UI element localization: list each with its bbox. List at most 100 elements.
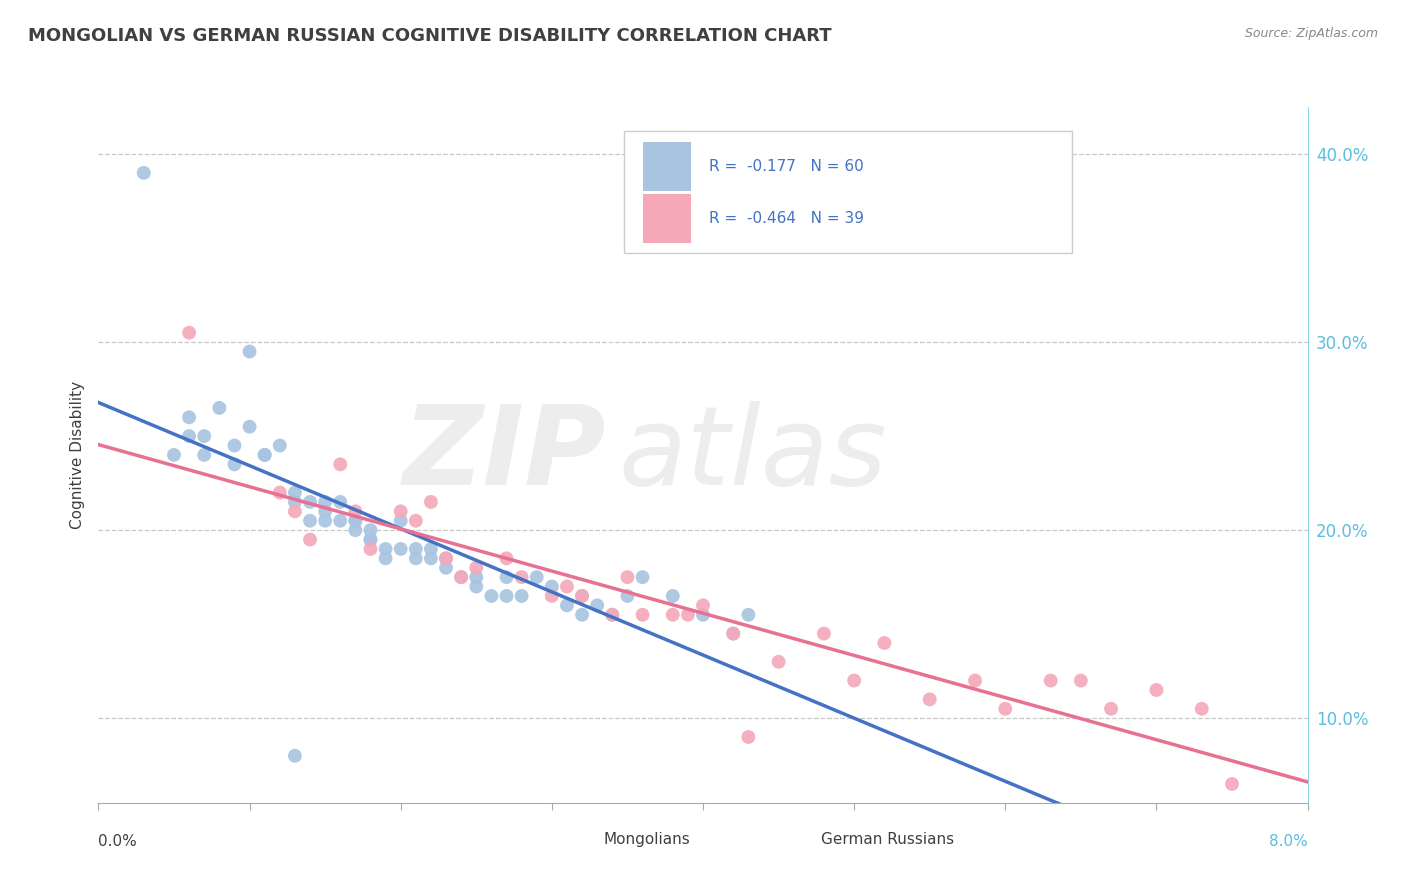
Point <box>420 495 443 509</box>
Point <box>662 607 685 622</box>
Point <box>510 570 533 584</box>
Point <box>314 514 336 528</box>
Point <box>253 448 276 462</box>
Point <box>450 570 472 584</box>
FancyBboxPatch shape <box>558 823 596 855</box>
Point <box>253 448 276 462</box>
Point <box>360 533 382 547</box>
Point <box>555 599 578 613</box>
Point <box>329 514 352 528</box>
Point <box>284 485 307 500</box>
Point <box>586 599 609 613</box>
Point <box>616 570 638 584</box>
Point <box>1146 683 1168 698</box>
Point <box>602 607 624 622</box>
Point <box>965 673 987 688</box>
Text: R =  -0.177   N = 60: R = -0.177 N = 60 <box>709 159 863 174</box>
Point <box>434 551 457 566</box>
Point <box>571 589 593 603</box>
Point <box>299 533 322 547</box>
Point <box>193 429 215 443</box>
Point <box>374 551 396 566</box>
Point <box>1039 673 1062 688</box>
Point <box>465 570 488 584</box>
Text: Source: ZipAtlas.com: Source: ZipAtlas.com <box>1244 27 1378 40</box>
Text: German Russians: German Russians <box>821 832 955 847</box>
Point <box>284 504 307 518</box>
Point <box>405 541 427 556</box>
Point <box>450 570 472 584</box>
Point <box>420 551 443 566</box>
Point <box>193 448 215 462</box>
Point <box>994 702 1017 716</box>
Point <box>813 626 835 640</box>
Point <box>465 580 488 594</box>
Point <box>555 580 578 594</box>
Point <box>692 607 714 622</box>
Point <box>602 607 624 622</box>
Point <box>284 748 307 763</box>
Point <box>344 514 367 528</box>
Point <box>344 514 367 528</box>
Point <box>1191 702 1213 716</box>
FancyBboxPatch shape <box>776 823 814 855</box>
Point <box>723 626 745 640</box>
Y-axis label: Cognitive Disability: Cognitive Disability <box>69 381 84 529</box>
Point <box>918 692 941 706</box>
Point <box>662 589 685 603</box>
Point <box>481 589 503 603</box>
Point <box>389 504 412 518</box>
Point <box>344 523 367 537</box>
Text: atlas: atlas <box>619 401 887 508</box>
Point <box>179 326 201 340</box>
Point <box>737 730 759 744</box>
Point <box>360 523 382 537</box>
Text: 8.0%: 8.0% <box>1268 834 1308 849</box>
Point <box>314 495 336 509</box>
Point <box>616 589 638 603</box>
Point <box>526 570 548 584</box>
Point <box>360 541 382 556</box>
Point <box>329 495 352 509</box>
Point <box>284 495 307 509</box>
Point <box>465 560 488 574</box>
Point <box>571 607 593 622</box>
Point <box>405 551 427 566</box>
Point <box>631 607 654 622</box>
Point <box>1220 777 1243 791</box>
Point <box>389 541 412 556</box>
Point <box>873 636 896 650</box>
Point <box>631 570 654 584</box>
Text: R =  -0.464   N = 39: R = -0.464 N = 39 <box>709 211 865 226</box>
Text: MONGOLIAN VS GERMAN RUSSIAN COGNITIVE DISABILITY CORRELATION CHART: MONGOLIAN VS GERMAN RUSSIAN COGNITIVE DI… <box>28 27 832 45</box>
Point <box>360 533 382 547</box>
Point <box>389 514 412 528</box>
Point <box>495 589 517 603</box>
Point <box>541 589 564 603</box>
Point <box>374 541 396 556</box>
Point <box>1099 702 1122 716</box>
Point <box>239 419 262 434</box>
Point <box>434 551 457 566</box>
Point <box>329 458 352 472</box>
Point <box>737 607 759 622</box>
Point <box>314 504 336 518</box>
Point <box>676 607 699 622</box>
Point <box>269 485 291 500</box>
Point <box>405 514 427 528</box>
Point <box>844 673 866 688</box>
Point <box>299 514 322 528</box>
Point <box>495 570 517 584</box>
Point <box>269 438 291 452</box>
Point <box>768 655 790 669</box>
Text: Mongolians: Mongolians <box>603 832 690 847</box>
FancyBboxPatch shape <box>643 142 690 191</box>
Point <box>344 504 367 518</box>
Point <box>510 589 533 603</box>
Point <box>224 458 246 472</box>
Point <box>224 438 246 452</box>
Point <box>692 599 714 613</box>
FancyBboxPatch shape <box>624 131 1071 253</box>
Text: ZIP: ZIP <box>402 401 606 508</box>
Point <box>299 495 322 509</box>
